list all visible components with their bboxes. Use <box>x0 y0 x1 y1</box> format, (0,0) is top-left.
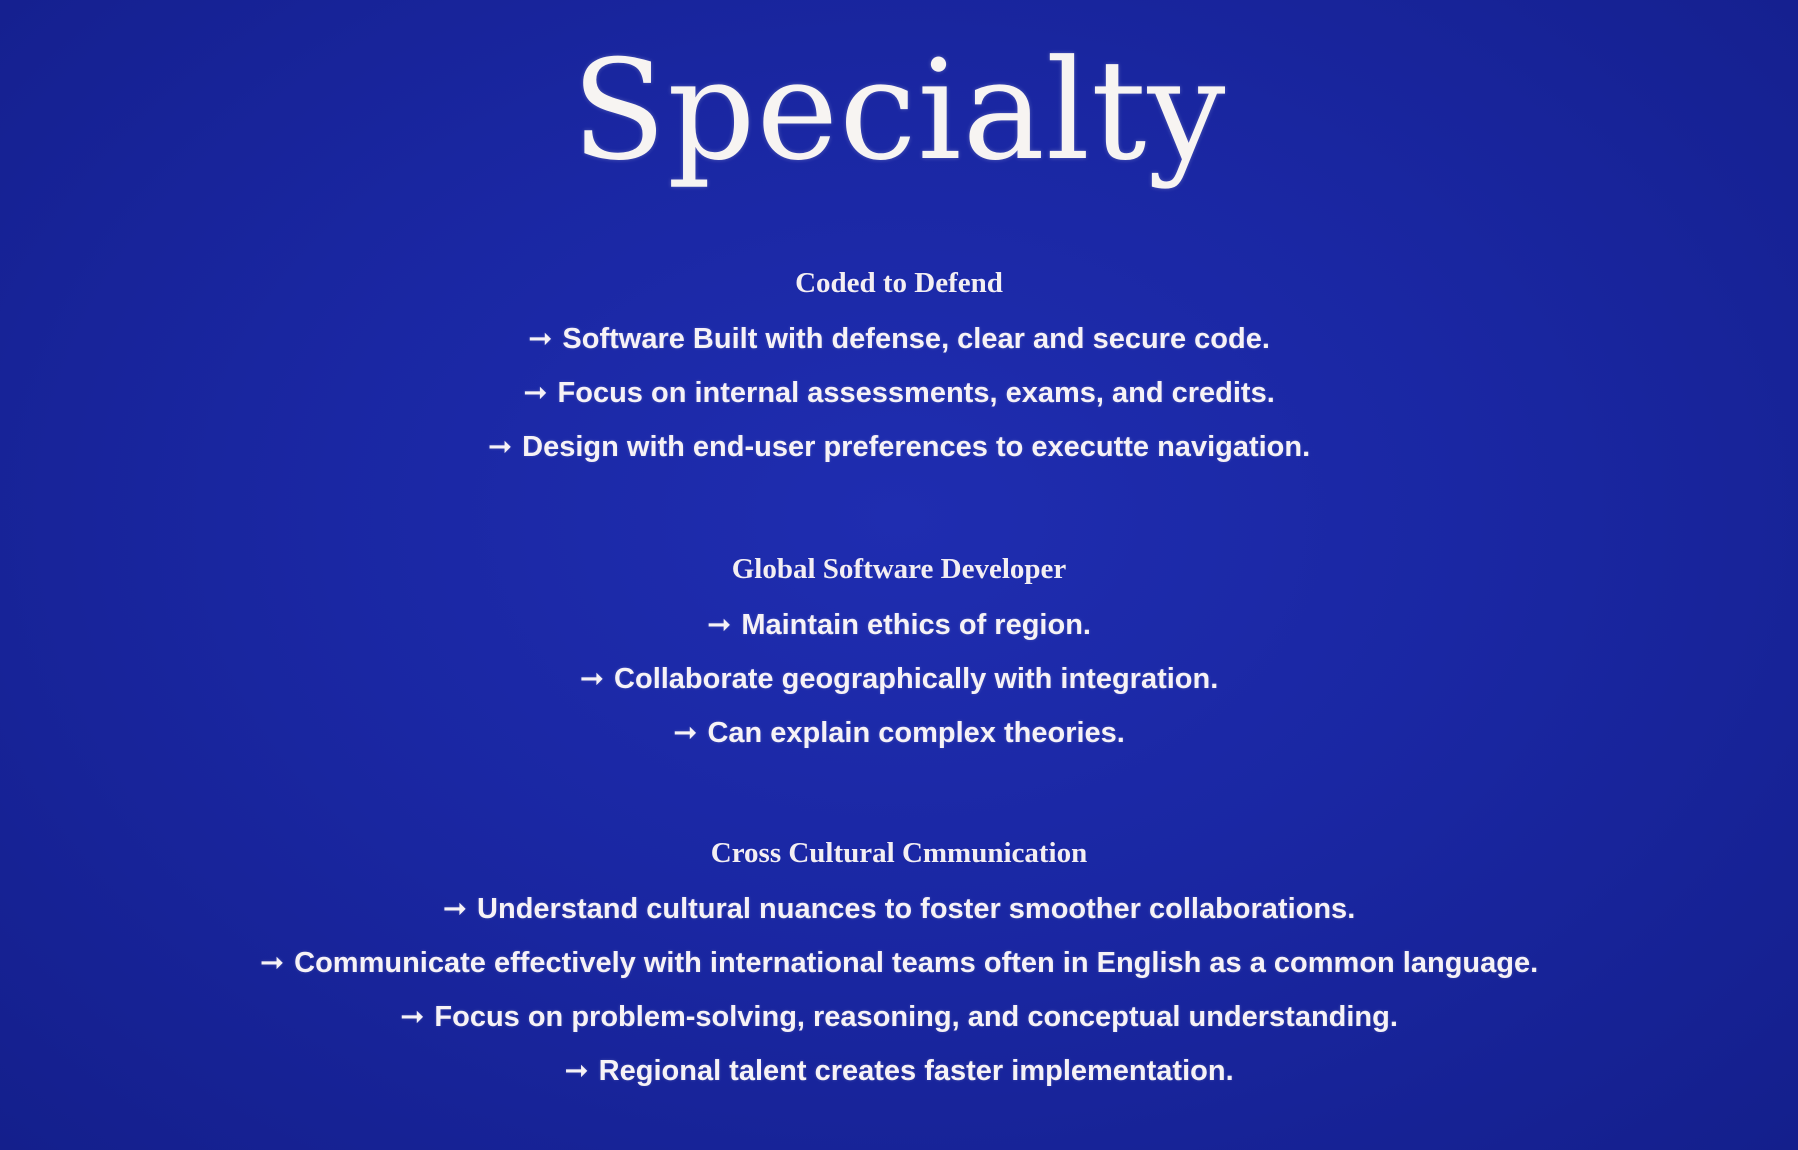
bullet-text: Collaborate geographically with integrat… <box>614 663 1219 695</box>
bullet-item: ➞ Collaborate geographically with integra… <box>0 652 1798 706</box>
arrow-right-icon: ➞ <box>707 609 732 641</box>
section-cross-cultural-communication: Cross Cultural Cmmunication ➞ Understand … <box>0 830 1798 1098</box>
section-heading: Coded to Defend <box>795 267 1003 299</box>
bullet-list: ➞ Understand cultural nuances to foster s… <box>0 882 1798 1098</box>
arrow-right-icon: ➞ <box>673 717 698 749</box>
section-global-software-developer: Global Software Developer ➞ Maintain ethi… <box>0 546 1798 760</box>
arrow-right-icon: ➞ <box>259 947 285 979</box>
section-heading: Global Software Developer <box>731 553 1067 585</box>
bullet-text: Communicate effectively with internation… <box>294 947 1539 979</box>
bullet-text: Can explain complex theories. <box>707 717 1125 749</box>
arrow-right-icon: ➞ <box>564 1055 589 1087</box>
arrow-right-icon: ➞ <box>523 377 548 409</box>
bullet-text: Design with end-user preferences to exec… <box>522 431 1311 463</box>
slide-title: Specialty <box>571 30 1227 191</box>
bullet-text: Focus on problem-solving, reasoning, and… <box>434 1001 1398 1033</box>
bullet-item: ➞ Regional talent creates faster implemen… <box>0 1044 1798 1098</box>
bullet-list: ➞ Software Built with defense, clear and … <box>0 312 1798 474</box>
bullet-text: Regional talent creates faster implement… <box>598 1055 1234 1087</box>
bullet-item: ➞ Maintain ethics of region. <box>0 598 1798 652</box>
arrow-right-icon: ➞ <box>579 663 605 695</box>
arrow-right-icon: ➞ <box>487 431 513 463</box>
bullet-item: ➞ Focus on internal assessments, exams, a… <box>0 366 1798 420</box>
arrow-right-icon: ➞ <box>528 323 553 355</box>
bullet-item: ➞ Understand cultural nuances to foster s… <box>0 882 1798 936</box>
section-coded-to-defend: Coded to Defend ➞ Software Built with def… <box>0 260 1798 474</box>
bullet-text: Focus on internal assessments, exams, an… <box>557 377 1275 409</box>
bullet-text: Understand cultural nuances to foster sm… <box>477 893 1356 925</box>
bullet-list: ➞ Maintain ethics of region. ➞ Collaborate… <box>0 598 1798 760</box>
bullet-item: ➞ Focus on problem-solving, reasoning, an… <box>0 990 1798 1044</box>
bullet-item: ➞ Communicate effectively with internatio… <box>0 936 1798 990</box>
bullet-item: ➞ Design with end-user preferences to exe… <box>0 420 1798 474</box>
bullet-item: ➞ Can explain complex theories. <box>0 706 1798 760</box>
arrow-right-icon: ➞ <box>442 893 468 925</box>
bullet-item: ➞ Software Built with defense, clear and … <box>0 312 1798 366</box>
section-heading: Cross Cultural Cmmunication <box>710 837 1088 869</box>
arrow-right-icon: ➞ <box>400 1001 425 1033</box>
bullet-text: Software Built with defense, clear and s… <box>562 323 1270 355</box>
bullet-text: Maintain ethics of region. <box>741 609 1091 641</box>
